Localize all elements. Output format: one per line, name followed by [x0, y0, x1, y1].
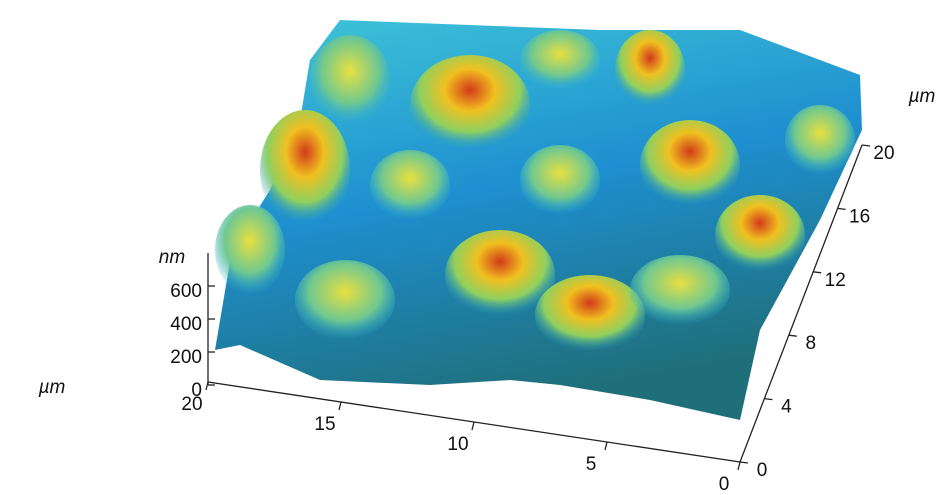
x-tick-label: 5	[586, 454, 597, 475]
surface	[215, 20, 862, 420]
x-tick	[206, 382, 208, 390]
x-tick-label: 15	[314, 414, 335, 435]
z-tick-label: 0	[191, 380, 202, 401]
x-axis-label: µm	[38, 377, 66, 398]
y-tick-label: 12	[825, 270, 846, 291]
x-tick	[472, 422, 474, 430]
y-tick	[838, 208, 846, 209]
z-tick-label: 600	[170, 281, 202, 302]
y-tick	[789, 335, 797, 336]
y-axis-label: µm	[908, 86, 936, 107]
y-tick	[740, 462, 748, 463]
y-tick-label: 16	[849, 206, 870, 227]
y-tick-label: 0	[757, 460, 768, 481]
y-tick	[764, 399, 772, 400]
x-tick-label: 10	[447, 434, 468, 455]
z-tick-label: 400	[170, 314, 202, 335]
x-tick	[738, 462, 740, 470]
x-tick	[605, 442, 607, 450]
y-tick-label: 20	[873, 143, 894, 164]
y-tick-label: 8	[806, 333, 817, 354]
x-tick-label: 0	[719, 474, 730, 495]
y-tick	[862, 145, 870, 146]
chart: µm µm nm 051015200481216200200400600	[0, 0, 942, 495]
y-tick-label: 4	[781, 397, 792, 418]
y-tick	[813, 272, 821, 273]
z-tick-label: 200	[170, 347, 202, 368]
z-axis-label: nm	[159, 247, 185, 268]
x-tick	[339, 402, 341, 410]
